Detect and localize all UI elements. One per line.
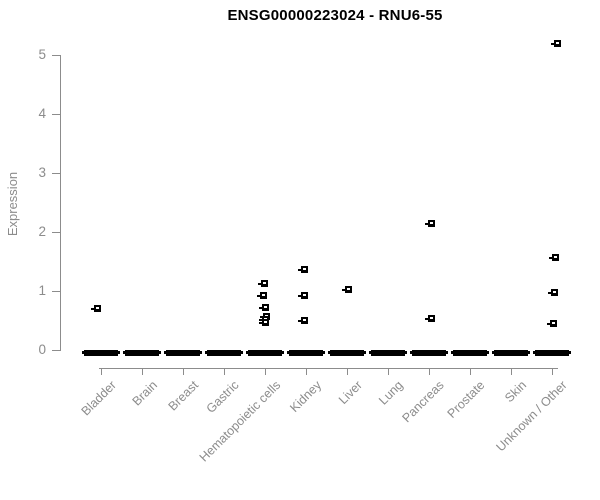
x-category-label-text: Prostate <box>445 378 488 421</box>
x-category-label-text: Kidney <box>286 378 324 415</box>
x-category-label-text: Pancreas <box>399 378 447 426</box>
data-point <box>258 280 268 287</box>
y-tick <box>52 55 60 56</box>
y-tick-label: 3 <box>38 165 46 180</box>
zero-expression-cluster <box>451 350 489 356</box>
zero-expression-cluster <box>82 350 120 356</box>
zero-expression-cluster <box>369 350 407 356</box>
y-tick-label: 2 <box>38 224 46 239</box>
zero-expression-cluster <box>164 350 202 356</box>
zero-expression-cluster <box>410 350 448 356</box>
x-category-label-text: Gastric <box>204 378 242 416</box>
data-point <box>425 315 435 322</box>
zero-expression-cluster <box>533 350 571 356</box>
zero-expression-cluster <box>205 350 243 356</box>
x-tick <box>552 368 553 375</box>
data-point <box>298 317 308 324</box>
y-tick-label: 1 <box>38 283 46 298</box>
y-tick <box>52 232 60 233</box>
x-tick <box>183 368 184 375</box>
y-tick <box>52 350 60 351</box>
x-tick <box>101 368 102 375</box>
x-category-label-text: Bladder <box>78 378 119 419</box>
x-category-label-text: Hematopoietic cells <box>196 378 283 465</box>
data-point <box>91 305 101 312</box>
data-point <box>298 266 308 273</box>
data-point <box>549 254 559 261</box>
x-tick <box>388 368 389 375</box>
y-axis-line <box>60 55 61 351</box>
x-category-label-text: Unknown / Other <box>493 378 570 455</box>
zero-expression-cluster <box>123 350 161 356</box>
x-category-label-text: Breast <box>165 378 201 414</box>
x-tick <box>511 368 512 375</box>
data-point <box>547 320 557 327</box>
y-tick <box>52 114 60 115</box>
zero-expression-cluster <box>328 350 366 356</box>
x-tick <box>470 368 471 375</box>
x-tick <box>142 368 143 375</box>
y-tick <box>52 291 60 292</box>
x-tick <box>347 368 348 375</box>
chart-title: ENSG00000223024 - RNU6-55 <box>227 7 443 24</box>
y-tick <box>52 173 60 174</box>
data-point <box>259 319 269 326</box>
data-point <box>257 292 267 299</box>
x-axis-line <box>99 368 558 369</box>
x-category-label-text: Lung <box>376 378 406 408</box>
data-point <box>425 220 435 227</box>
zero-expression-cluster <box>492 350 530 356</box>
x-tick <box>429 368 430 375</box>
data-point <box>548 289 558 296</box>
x-tick <box>265 368 266 375</box>
y-tick-label: 0 <box>38 342 46 357</box>
x-tick <box>306 368 307 375</box>
data-point <box>298 292 308 299</box>
x-category-label-text: Brain <box>129 378 160 409</box>
zero-expression-cluster <box>246 350 284 356</box>
zero-expression-cluster <box>287 350 325 356</box>
x-tick <box>224 368 225 375</box>
data-point <box>551 40 561 47</box>
data-point <box>259 304 269 311</box>
data-point <box>342 286 352 293</box>
x-category-label-text: Skin <box>501 378 529 406</box>
y-tick-label: 5 <box>38 47 46 62</box>
y-tick-label: 4 <box>38 106 46 121</box>
x-category-label-text: Liver <box>335 378 365 408</box>
